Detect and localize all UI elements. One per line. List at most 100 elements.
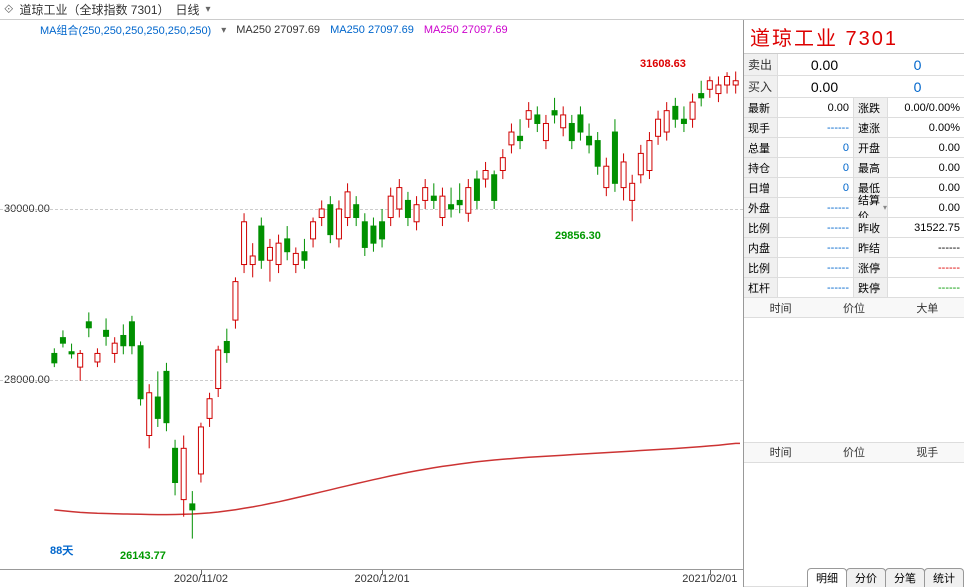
- annotation-days: 88天: [50, 542, 73, 558]
- candle-body: [535, 115, 540, 124]
- candle-body: [621, 162, 626, 188]
- info-value: ------: [888, 242, 964, 254]
- info-label: 最新: [744, 98, 778, 117]
- candle-body: [190, 504, 195, 510]
- timeframe-label[interactable]: 日线: [176, 1, 200, 18]
- link-icon: ⟐: [4, 2, 13, 17]
- info-value: 0.00: [778, 102, 853, 114]
- candle-body: [587, 136, 592, 145]
- candle-body: [328, 205, 333, 235]
- candle-body: [380, 222, 385, 239]
- candle-body: [664, 111, 669, 132]
- info-cell: 内盘------: [744, 238, 854, 258]
- timeframe-dropdown-icon[interactable]: ▾: [206, 4, 211, 15]
- candle-body: [500, 158, 505, 171]
- candle-body: [362, 222, 367, 248]
- candle-body: [233, 282, 238, 320]
- candle-body: [181, 448, 186, 499]
- candle-body: [431, 196, 436, 200]
- tab-明细[interactable]: 明细: [807, 568, 847, 587]
- ma-combo-label[interactable]: MA组合(250,250,250,250,250,250): [40, 22, 211, 38]
- info-label: 涨停: [854, 258, 888, 277]
- candle-body: [69, 352, 74, 354]
- candle-body: [216, 350, 221, 388]
- panel-title: 道琼工业 7301: [744, 20, 964, 54]
- candle-body: [354, 205, 359, 218]
- info-cell: 总量0: [744, 138, 854, 158]
- candle-body: [578, 115, 583, 132]
- candle-body: [276, 243, 281, 264]
- candle-body: [250, 256, 255, 265]
- tab-统计[interactable]: 统计: [924, 568, 964, 587]
- buy-label: 买入: [744, 76, 778, 97]
- info-label: 内盘: [744, 238, 778, 257]
- tab-分笔[interactable]: 分笔: [885, 568, 925, 587]
- info-value: ------: [888, 282, 964, 294]
- candle-body: [95, 353, 100, 362]
- info-cell: 速涨0.00%: [854, 118, 964, 138]
- info-cell: 涨停------: [854, 258, 964, 278]
- col-price: 价位: [817, 300, 890, 316]
- candle-body: [138, 346, 143, 399]
- info-value: 0: [778, 182, 853, 194]
- quote-panel: 道琼工业 7301 卖出 0.00 0 买入 0.00 0 最新0.00涨跌0.…: [744, 20, 964, 587]
- time-sales-header-2: 时间 价位 现手: [744, 443, 964, 463]
- candle-body: [595, 141, 600, 167]
- y-axis: 28000.0030000.00: [0, 20, 50, 587]
- candlestick-chart: [50, 38, 740, 568]
- buy-price: 0.00: [778, 79, 871, 95]
- candle-body: [630, 183, 635, 200]
- info-cell: 昨结------: [854, 238, 964, 258]
- x-tick-label: 2020/11/02: [174, 573, 228, 585]
- candle-body: [492, 175, 497, 201]
- col-vol2: 现手: [891, 444, 964, 460]
- candle-body: [371, 226, 376, 243]
- info-cell: 结算价▾0.00: [854, 198, 964, 218]
- info-label: 现手: [744, 118, 778, 137]
- ma-line: [54, 443, 740, 514]
- candle-body: [311, 222, 316, 239]
- info-label: 跌停: [854, 278, 888, 297]
- candle-body: [242, 222, 247, 265]
- candle-body: [129, 322, 134, 346]
- buy-volume: 0: [871, 79, 964, 95]
- info-label: 比例: [744, 218, 778, 237]
- col-time2: 时间: [744, 444, 817, 460]
- candle-body: [388, 196, 393, 217]
- candle-body: [336, 209, 341, 239]
- candle-body: [397, 188, 402, 209]
- candle-body: [104, 330, 109, 336]
- candle-body: [725, 76, 730, 85]
- candle-body: [173, 448, 178, 482]
- candle-body: [604, 166, 609, 187]
- sell-price: 0.00: [778, 57, 871, 73]
- info-grid: 最新0.00涨跌0.00/0.00%现手------速涨0.00%总量0开盘0.…: [744, 98, 964, 298]
- info-cell: 杠杆------: [744, 278, 854, 298]
- ma-value: MA250 27097.69: [424, 24, 508, 36]
- tab-分价[interactable]: 分价: [846, 568, 886, 587]
- candle-body: [638, 153, 643, 174]
- candle-body: [405, 200, 410, 217]
- ma-dropdown-icon[interactable]: ▾: [221, 25, 226, 36]
- info-value: 0: [778, 142, 853, 154]
- col-price2: 价位: [817, 444, 890, 460]
- annotation-support: 29856.30: [555, 230, 601, 242]
- candle-body: [319, 209, 324, 218]
- candle-body: [733, 81, 738, 85]
- candle-body: [474, 179, 479, 200]
- candle-body: [440, 196, 445, 217]
- info-value: ------: [778, 222, 853, 234]
- candle-body: [259, 226, 264, 260]
- info-cell: 比例------: [744, 218, 854, 238]
- candle-body: [569, 123, 574, 140]
- candle-body: [86, 322, 91, 328]
- col-bigorder: 大单: [891, 300, 964, 316]
- info-label: 昨收: [854, 218, 888, 237]
- info-cell: 涨跌0.00/0.00%: [854, 98, 964, 118]
- chart-area[interactable]: MA组合(250,250,250,250,250,250) ▾ MA250 27…: [0, 20, 744, 587]
- info-value: ------: [778, 262, 853, 274]
- info-cell: 现手------: [744, 118, 854, 138]
- col-time: 时间: [744, 300, 817, 316]
- dropdown-icon[interactable]: ▾: [883, 203, 887, 212]
- info-label: 总量: [744, 138, 778, 157]
